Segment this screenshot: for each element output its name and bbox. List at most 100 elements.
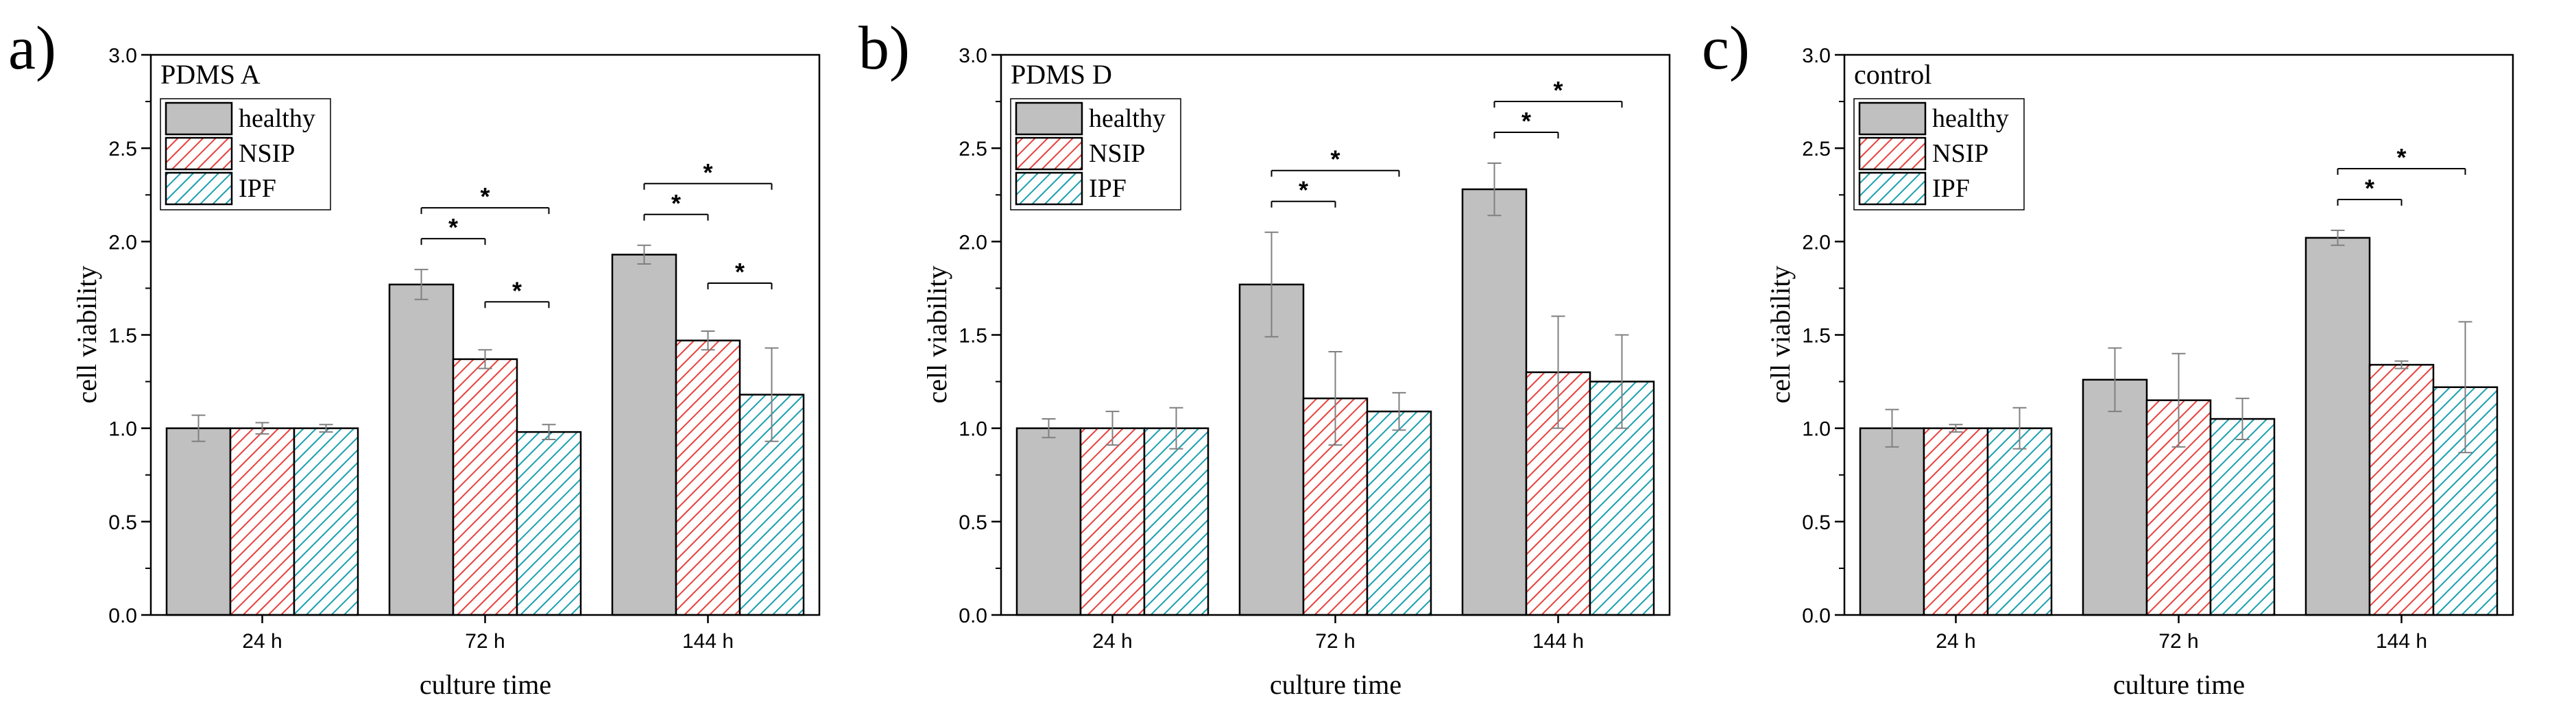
y-tick-label: 3.0 bbox=[959, 45, 987, 67]
bar bbox=[1015, 427, 1082, 616]
bar bbox=[611, 254, 677, 616]
y-tick-label: 1.5 bbox=[959, 325, 987, 348]
y-tick-label: 0.0 bbox=[1802, 605, 1831, 627]
y-tick-label: 2.5 bbox=[108, 138, 137, 160]
y-tick-label: 0.0 bbox=[959, 605, 987, 627]
chart-title: PDMS A bbox=[160, 59, 261, 90]
significance-label: * bbox=[512, 276, 522, 304]
x-tick-label: 144 h bbox=[682, 630, 734, 653]
legend-swatch-healthy bbox=[165, 101, 233, 136]
chart-panel-3: c) * * 0.0 0.5 1.0 1.5 2.0 2.5 3.0 24 h 72 h 144 h cu… bbox=[1702, 14, 2514, 700]
y-axis-label: cell viability bbox=[71, 265, 102, 403]
legend-swatch-ipf bbox=[1858, 171, 1927, 206]
legend-swatch-nsip bbox=[165, 136, 233, 171]
bar bbox=[1143, 427, 1209, 616]
bar bbox=[1859, 427, 1925, 616]
bar bbox=[2209, 418, 2276, 616]
x-tick-label: 72 h bbox=[1315, 630, 1355, 653]
significance-label: * bbox=[2396, 143, 2406, 171]
y-tick-label: 1.0 bbox=[959, 418, 987, 441]
significance-label: * bbox=[735, 258, 745, 286]
legend-swatch-ipf bbox=[165, 171, 233, 206]
legend-label: NSIP bbox=[239, 139, 295, 168]
significance-label: * bbox=[703, 158, 712, 186]
y-tick-label: 2.0 bbox=[959, 231, 987, 254]
x-tick-label: 144 h bbox=[1532, 630, 1584, 653]
bar bbox=[1461, 188, 1528, 616]
y-tick-label: 0.5 bbox=[1802, 511, 1831, 534]
legend-label: healthy bbox=[239, 104, 315, 133]
x-axis-label: culture time bbox=[1270, 669, 1401, 700]
legend: healthy NSIP IPF bbox=[160, 98, 331, 210]
bar bbox=[516, 431, 582, 616]
y-tick-label: 2.0 bbox=[108, 231, 137, 254]
y-axis-label: cell viability bbox=[922, 265, 952, 403]
chart-panel-2: b) * * * * 0.0 0.5 1.0 1.5 2.0 2.5 3.0 24 h 72 h 144 h… bbox=[858, 14, 1671, 700]
y-tick-label: 2.0 bbox=[1802, 231, 1831, 254]
chart-title: PDMS D bbox=[1011, 59, 1112, 90]
significance-label: * bbox=[671, 189, 681, 217]
legend-label: IPF bbox=[1932, 174, 1970, 203]
bar bbox=[2082, 378, 2148, 616]
significance-label: * bbox=[1553, 76, 1563, 104]
y-tick-label: 2.5 bbox=[1802, 138, 1831, 160]
legend-label: NSIP bbox=[1932, 139, 1988, 168]
significance-label: * bbox=[1521, 107, 1531, 135]
panel-label: c) bbox=[1702, 14, 1750, 82]
significance-label: * bbox=[1330, 145, 1340, 173]
bar bbox=[229, 427, 296, 616]
bar bbox=[1986, 427, 2053, 616]
legend-label: IPF bbox=[1089, 174, 1127, 203]
bar bbox=[452, 358, 518, 616]
bar bbox=[1923, 427, 1989, 616]
panel-label: a) bbox=[8, 14, 56, 82]
y-tick-label: 3.0 bbox=[108, 45, 137, 67]
significance-label: * bbox=[448, 213, 458, 241]
x-tick-label: 24 h bbox=[1936, 630, 1975, 653]
chart-panel-1: a) * * * * * * 0.0 0.5 1.0 1.5 2.0 2.5 3.0 24 h 72 h 144… bbox=[8, 14, 821, 700]
y-tick-label: 0.0 bbox=[108, 605, 137, 627]
y-tick-label: 1.5 bbox=[1802, 325, 1831, 348]
bar bbox=[165, 427, 232, 616]
bar bbox=[293, 427, 359, 616]
legend: healthy NSIP IPF bbox=[1010, 98, 1181, 210]
bar bbox=[1366, 410, 1432, 616]
chart-title: control bbox=[1854, 59, 1931, 90]
bar bbox=[675, 339, 741, 616]
x-tick-label: 24 h bbox=[242, 630, 282, 653]
panel-label: b) bbox=[858, 14, 910, 82]
legend-label: IPF bbox=[239, 174, 276, 203]
legend-swatch-healthy bbox=[1015, 101, 1083, 136]
bar bbox=[1238, 283, 1305, 616]
legend-label: NSIP bbox=[1089, 139, 1145, 168]
y-tick-label: 1.0 bbox=[108, 418, 137, 441]
bar bbox=[388, 283, 455, 616]
significance-label: * bbox=[1299, 176, 1308, 204]
x-axis-label: culture time bbox=[2113, 669, 2245, 700]
y-tick-label: 1.0 bbox=[1802, 418, 1831, 441]
x-tick-label: 144 h bbox=[2376, 630, 2427, 653]
legend-label: healthy bbox=[1932, 104, 2009, 133]
x-axis-label: culture time bbox=[420, 669, 551, 700]
legend-swatch-ipf bbox=[1015, 171, 1083, 206]
x-tick-label: 24 h bbox=[1092, 630, 1132, 653]
significance-label: * bbox=[2365, 174, 2374, 202]
legend: healthy NSIP IPF bbox=[1853, 98, 2025, 210]
y-tick-label: 0.5 bbox=[959, 511, 987, 534]
legend-swatch-nsip bbox=[1015, 136, 1083, 171]
y-axis-label: cell viability bbox=[1765, 265, 1796, 403]
y-tick-label: 2.5 bbox=[959, 138, 987, 160]
bar bbox=[1079, 427, 1146, 616]
bar bbox=[2368, 363, 2435, 616]
x-tick-label: 72 h bbox=[2158, 630, 2198, 653]
y-tick-label: 3.0 bbox=[1802, 45, 1831, 67]
significance-label: * bbox=[480, 182, 490, 210]
bar bbox=[2304, 237, 2371, 616]
y-tick-label: 1.5 bbox=[108, 325, 137, 348]
legend-label: healthy bbox=[1089, 104, 1166, 133]
x-tick-label: 72 h bbox=[465, 630, 505, 653]
legend-swatch-healthy bbox=[1858, 101, 1927, 136]
y-tick-label: 0.5 bbox=[108, 511, 137, 534]
legend-swatch-nsip bbox=[1858, 136, 1927, 171]
